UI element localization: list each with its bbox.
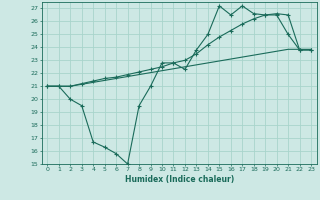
X-axis label: Humidex (Indice chaleur): Humidex (Indice chaleur) [124,175,234,184]
